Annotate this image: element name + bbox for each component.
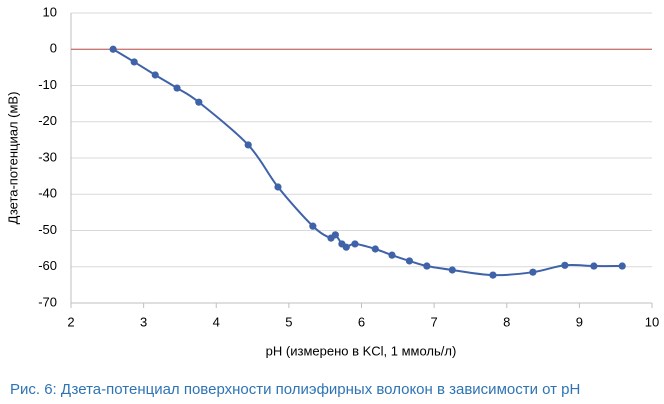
data-point [173,84,181,92]
data-point [331,231,339,239]
data-point [590,262,598,270]
y-tick-label: 0 [50,41,57,56]
y-tick-label: -10 [38,77,57,92]
data-point [274,183,282,191]
y-tick-label: -70 [38,294,57,309]
data-point [109,45,117,53]
x-tick-label: 9 [576,314,583,329]
x-tick-label: 2 [67,314,74,329]
x-axis-label: pH (измерено в KCl, 1 ммоль/л) [266,343,457,358]
data-point [371,245,379,253]
data-point [195,98,203,106]
y-tick-label: -40 [38,186,57,201]
data-point [130,58,138,66]
data-point [423,262,431,270]
x-tick-label: 7 [431,314,438,329]
y-tick-label: -20 [38,113,57,128]
data-point [405,257,414,265]
x-tick-label: 8 [503,314,510,329]
data-point [351,240,359,248]
data-point [244,141,252,149]
data-point [309,222,317,230]
caption: Рис. 6: Дзета-потенциал поверхности поли… [10,381,580,398]
x-tick-label: 3 [140,314,147,329]
x-tick-label: 6 [358,314,365,329]
y-tick-label: -60 [38,258,57,273]
y-tick-label: 10 [43,4,57,19]
data-line [112,48,623,277]
x-tick-label: 10 [645,314,659,329]
y-axis-label: Дзета-потенциал (мВ) [5,92,20,225]
data-point [489,271,497,279]
x-tick-label: 5 [285,314,292,329]
data-point [151,71,159,79]
data-point [529,268,537,276]
data-point [388,251,396,259]
y-tick-label: -50 [38,222,57,237]
data-point [448,266,456,274]
y-tick-label: -30 [38,149,57,164]
data-point [618,262,626,270]
x-tick-label: 4 [213,314,220,329]
data-point [561,261,569,269]
data-point [342,243,350,251]
